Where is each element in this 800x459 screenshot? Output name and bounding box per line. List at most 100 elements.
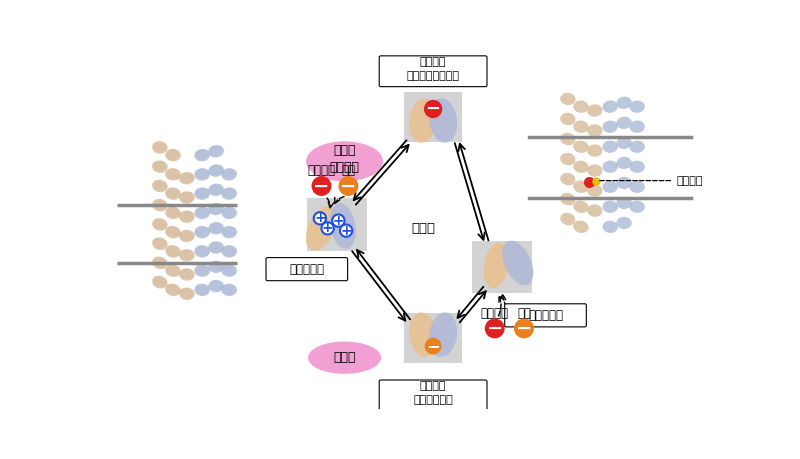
Ellipse shape [180, 230, 195, 241]
Text: −: − [314, 176, 330, 196]
Ellipse shape [616, 177, 632, 189]
Ellipse shape [587, 204, 602, 217]
Ellipse shape [222, 284, 238, 295]
Text: ギ酸: ギ酸 [517, 307, 531, 319]
Ellipse shape [152, 199, 167, 212]
Ellipse shape [602, 140, 618, 153]
Ellipse shape [222, 245, 237, 257]
Text: 細胞膜: 細胞膜 [412, 222, 436, 235]
Text: −: − [340, 176, 357, 196]
Ellipse shape [194, 284, 210, 296]
Circle shape [339, 177, 358, 195]
Text: ギ酸: ギ酸 [342, 164, 355, 177]
Ellipse shape [166, 245, 181, 257]
Circle shape [514, 319, 534, 338]
Ellipse shape [208, 145, 224, 157]
Ellipse shape [587, 124, 602, 137]
Ellipse shape [166, 264, 181, 275]
Ellipse shape [152, 276, 167, 289]
Ellipse shape [209, 241, 225, 252]
Text: +: + [322, 221, 334, 235]
Ellipse shape [179, 269, 194, 281]
Ellipse shape [153, 218, 168, 229]
Ellipse shape [165, 207, 181, 219]
Ellipse shape [208, 164, 224, 177]
Ellipse shape [208, 203, 224, 215]
Ellipse shape [194, 264, 210, 277]
Ellipse shape [483, 242, 509, 288]
Ellipse shape [195, 245, 210, 256]
Ellipse shape [180, 191, 195, 202]
Ellipse shape [429, 98, 457, 143]
Ellipse shape [209, 203, 225, 214]
Ellipse shape [180, 172, 195, 183]
Text: 閉じ構造
シュウ酸結合状態: 閉じ構造 シュウ酸結合状態 [406, 57, 459, 80]
Ellipse shape [616, 97, 632, 109]
Ellipse shape [152, 161, 167, 173]
Ellipse shape [306, 141, 383, 181]
Ellipse shape [165, 149, 181, 162]
Ellipse shape [308, 341, 381, 374]
Ellipse shape [166, 264, 181, 277]
Ellipse shape [194, 226, 210, 238]
Ellipse shape [195, 149, 210, 160]
Ellipse shape [179, 191, 194, 204]
Ellipse shape [560, 213, 575, 225]
Ellipse shape [179, 288, 194, 300]
Ellipse shape [209, 261, 225, 271]
Ellipse shape [194, 245, 210, 257]
Circle shape [322, 222, 334, 235]
Ellipse shape [209, 184, 225, 195]
Ellipse shape [208, 184, 224, 196]
Ellipse shape [209, 145, 224, 156]
Ellipse shape [209, 164, 225, 175]
Text: −: − [486, 319, 503, 338]
Ellipse shape [152, 257, 167, 269]
Ellipse shape [153, 199, 168, 210]
Ellipse shape [222, 188, 238, 198]
Ellipse shape [574, 220, 589, 233]
Ellipse shape [602, 101, 618, 113]
Ellipse shape [630, 161, 645, 173]
Ellipse shape [179, 172, 194, 185]
Ellipse shape [574, 101, 589, 113]
Ellipse shape [574, 161, 589, 173]
Ellipse shape [616, 217, 632, 229]
Ellipse shape [166, 187, 182, 198]
Ellipse shape [330, 203, 356, 249]
FancyBboxPatch shape [379, 56, 487, 87]
Ellipse shape [602, 201, 618, 213]
Bar [472, 241, 533, 293]
Ellipse shape [208, 261, 224, 273]
Ellipse shape [560, 113, 575, 125]
Ellipse shape [180, 269, 195, 279]
Ellipse shape [166, 284, 181, 295]
Ellipse shape [195, 207, 210, 218]
Ellipse shape [560, 193, 575, 205]
FancyBboxPatch shape [505, 304, 586, 327]
Ellipse shape [560, 93, 575, 105]
Text: 閉じ構造
ギ酸結合状態: 閉じ構造 ギ酸結合状態 [414, 381, 453, 405]
Ellipse shape [222, 226, 237, 238]
Ellipse shape [222, 207, 237, 219]
Ellipse shape [616, 157, 632, 169]
Ellipse shape [222, 207, 238, 218]
Ellipse shape [152, 180, 167, 192]
Ellipse shape [152, 218, 167, 231]
Ellipse shape [574, 201, 589, 213]
Ellipse shape [195, 284, 210, 295]
Circle shape [314, 212, 326, 224]
Bar [404, 92, 462, 142]
Text: 菌体内: 菌体内 [334, 351, 356, 364]
FancyBboxPatch shape [379, 380, 487, 411]
Ellipse shape [153, 180, 168, 190]
Ellipse shape [630, 121, 645, 133]
Ellipse shape [306, 206, 337, 251]
Ellipse shape [616, 197, 632, 209]
Ellipse shape [166, 207, 182, 218]
Ellipse shape [194, 207, 210, 219]
Text: 外開き構造: 外開き構造 [290, 263, 324, 276]
Ellipse shape [560, 133, 575, 145]
Ellipse shape [152, 141, 167, 154]
Ellipse shape [208, 280, 224, 292]
